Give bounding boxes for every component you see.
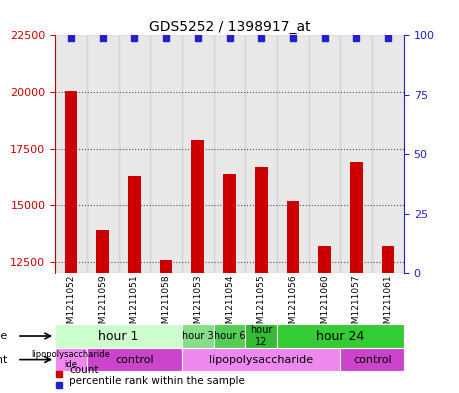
- Bar: [160, 259, 173, 273]
- Text: time: time: [0, 331, 7, 341]
- Bar: [55, 348, 87, 371]
- Text: agent: agent: [0, 354, 7, 365]
- Bar: [277, 35, 309, 273]
- Text: GSM1211053: GSM1211053: [193, 274, 202, 335]
- Text: GSM1211060: GSM1211060: [320, 274, 329, 335]
- Text: hour
12: hour 12: [250, 325, 272, 347]
- Bar: [213, 324, 246, 348]
- Text: control: control: [353, 354, 392, 365]
- Bar: [213, 35, 246, 273]
- Bar: [246, 324, 277, 348]
- Bar: [191, 140, 204, 273]
- Text: GSM1211054: GSM1211054: [225, 274, 234, 335]
- Text: GSM1211051: GSM1211051: [130, 274, 139, 335]
- Bar: [223, 173, 236, 273]
- Bar: [277, 324, 404, 348]
- Text: hour 6: hour 6: [214, 331, 245, 341]
- Bar: [87, 35, 118, 273]
- Text: percentile rank within the sample: percentile rank within the sample: [69, 376, 245, 386]
- Text: lipopolysaccharide: lipopolysaccharide: [209, 354, 313, 365]
- Bar: [96, 230, 109, 273]
- Bar: [318, 246, 331, 273]
- Text: GSM1211052: GSM1211052: [67, 274, 75, 335]
- Bar: [341, 35, 372, 273]
- Text: GSM1211057: GSM1211057: [352, 274, 361, 335]
- Bar: [87, 348, 182, 371]
- Bar: [150, 35, 182, 273]
- Bar: [372, 35, 404, 273]
- Text: count: count: [69, 365, 99, 375]
- Bar: [182, 324, 213, 348]
- Text: GSM1211059: GSM1211059: [98, 274, 107, 335]
- Bar: [182, 35, 213, 273]
- Bar: [309, 35, 341, 273]
- Text: lipopolysaccharide
ide: lipopolysaccharide ide: [32, 350, 110, 369]
- Bar: [55, 324, 182, 348]
- Text: GSM1211056: GSM1211056: [288, 274, 297, 335]
- Bar: [286, 201, 299, 273]
- Bar: [341, 348, 404, 371]
- Bar: [255, 167, 268, 273]
- Bar: [182, 348, 341, 371]
- Text: GSM1211061: GSM1211061: [384, 274, 392, 335]
- Bar: [246, 35, 277, 273]
- Bar: [55, 35, 87, 273]
- Text: control: control: [115, 354, 154, 365]
- Text: GSM1211055: GSM1211055: [257, 274, 266, 335]
- Text: hour 24: hour 24: [316, 329, 364, 343]
- Bar: [65, 91, 77, 273]
- Text: hour 3: hour 3: [182, 331, 213, 341]
- Bar: [118, 35, 150, 273]
- Bar: [382, 246, 394, 273]
- Text: hour 1: hour 1: [98, 329, 139, 343]
- Bar: [128, 176, 141, 273]
- Bar: [350, 162, 363, 273]
- Title: GDS5252 / 1398917_at: GDS5252 / 1398917_at: [149, 20, 310, 34]
- Text: GSM1211058: GSM1211058: [162, 274, 171, 335]
